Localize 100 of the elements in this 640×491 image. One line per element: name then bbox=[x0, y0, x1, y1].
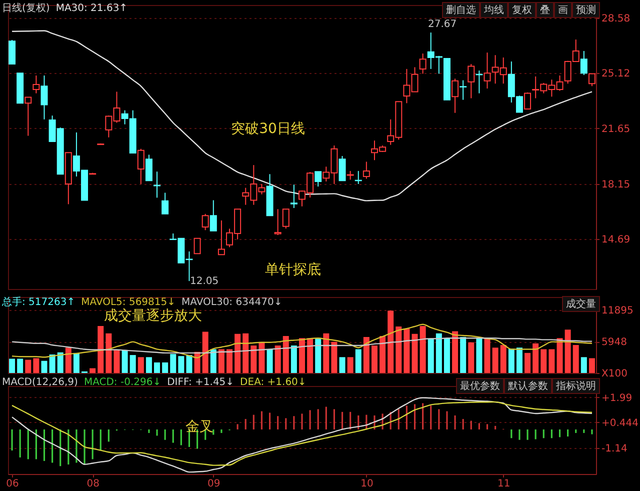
bar bbox=[476, 338, 482, 373]
bar bbox=[580, 357, 587, 373]
bar bbox=[444, 338, 450, 373]
candlestick bbox=[137, 148, 144, 184]
bar bbox=[130, 355, 136, 373]
bar bbox=[57, 352, 64, 373]
bar bbox=[122, 350, 128, 373]
candlestick bbox=[419, 53, 426, 74]
bar bbox=[186, 355, 192, 373]
bar bbox=[17, 358, 24, 373]
text: MAVOL5: 569815↓ bbox=[81, 297, 176, 308]
bar bbox=[371, 346, 378, 373]
chart-title: MACD(12,26,9) bbox=[2, 377, 78, 388]
candlestick bbox=[452, 78, 459, 114]
x-tick-label: 11 bbox=[498, 478, 510, 490]
bar bbox=[234, 334, 241, 373]
annotation: 突破30日线 bbox=[231, 121, 305, 138]
bar bbox=[363, 337, 370, 373]
annotation: 单针探底 bbox=[265, 261, 321, 279]
candlestick bbox=[162, 192, 169, 214]
bar bbox=[524, 352, 531, 373]
annotation: 删自选 bbox=[442, 2, 480, 18]
text: DIFF: +1.45↓ bbox=[167, 377, 234, 388]
bar bbox=[516, 348, 522, 373]
candlestick bbox=[194, 238, 201, 254]
candlestick bbox=[8, 40, 16, 65]
y-tick-label: 21.65 bbox=[602, 124, 630, 135]
candlestick bbox=[362, 161, 370, 180]
bar bbox=[452, 331, 458, 373]
bar bbox=[138, 357, 144, 373]
bar bbox=[492, 348, 498, 373]
candlestick bbox=[145, 154, 152, 182]
bar bbox=[564, 330, 571, 373]
line-series bbox=[11, 30, 593, 202]
bar bbox=[331, 342, 338, 373]
bar bbox=[178, 356, 184, 373]
bar bbox=[436, 333, 442, 373]
bar bbox=[274, 346, 281, 373]
bar bbox=[210, 349, 216, 373]
candlestick bbox=[218, 220, 225, 256]
annotation: 成交量逐步放大 bbox=[104, 308, 202, 324]
candlestick bbox=[290, 184, 298, 209]
candlestick bbox=[580, 50, 588, 76]
candlestick bbox=[314, 171, 322, 188]
bar bbox=[65, 348, 72, 373]
annotation: 指标说明 bbox=[552, 378, 600, 394]
text: DEA: +1.60↓ bbox=[240, 377, 306, 388]
line-series bbox=[11, 338, 593, 354]
bar bbox=[572, 344, 579, 373]
annotation: 最优参数 bbox=[456, 378, 504, 394]
bar bbox=[242, 333, 249, 373]
bar bbox=[282, 336, 289, 373]
candlestick bbox=[468, 64, 475, 99]
annotation: 预测 bbox=[572, 2, 600, 18]
text: 总手: 517263↑ bbox=[2, 297, 76, 308]
annotation: 均线 bbox=[480, 2, 508, 18]
series-label: MA30: 21.63↑ bbox=[56, 3, 128, 14]
y-tick-label: 5948 bbox=[602, 337, 627, 348]
text: MACD: -0.296↓ bbox=[84, 377, 162, 388]
x-tick-label: 10 bbox=[360, 478, 374, 490]
bar bbox=[202, 332, 208, 373]
bar bbox=[98, 326, 104, 373]
candlestick bbox=[588, 72, 596, 87]
text: MAVOL30: 634470↓ bbox=[182, 297, 282, 308]
bar bbox=[468, 342, 474, 373]
annotation: 叠 bbox=[536, 2, 554, 18]
x-tick-label: 09 bbox=[208, 478, 220, 490]
bar bbox=[162, 362, 168, 373]
bar bbox=[315, 338, 322, 373]
candlestick bbox=[460, 80, 467, 100]
bar bbox=[556, 338, 563, 373]
bar bbox=[347, 357, 354, 373]
bar bbox=[114, 350, 120, 373]
candlestick bbox=[210, 200, 217, 232]
bar bbox=[41, 360, 48, 373]
candlestick bbox=[524, 92, 532, 110]
bar bbox=[484, 338, 490, 373]
bar bbox=[500, 344, 506, 373]
bar bbox=[106, 333, 112, 373]
candlestick bbox=[484, 52, 491, 90]
y-tick-label: 11895 bbox=[602, 306, 634, 317]
annotation: 金叉 bbox=[186, 418, 214, 435]
y-tick-label: -1.14 bbox=[602, 443, 628, 454]
annotation: 27.67 bbox=[428, 19, 457, 30]
bar bbox=[154, 362, 160, 373]
bar bbox=[73, 352, 80, 373]
bar bbox=[49, 354, 56, 373]
bar bbox=[299, 338, 305, 373]
bar bbox=[218, 349, 224, 373]
bar bbox=[170, 354, 176, 373]
y-tick-label: +0.444 bbox=[602, 418, 639, 429]
bar bbox=[588, 358, 595, 373]
candlestick bbox=[338, 155, 346, 182]
bar bbox=[9, 358, 16, 373]
y-tick-label: X100 bbox=[602, 368, 628, 380]
candlestick bbox=[24, 96, 32, 136]
bar bbox=[90, 368, 96, 373]
candlestick bbox=[282, 208, 290, 230]
bar bbox=[508, 348, 514, 373]
bar bbox=[380, 336, 386, 373]
